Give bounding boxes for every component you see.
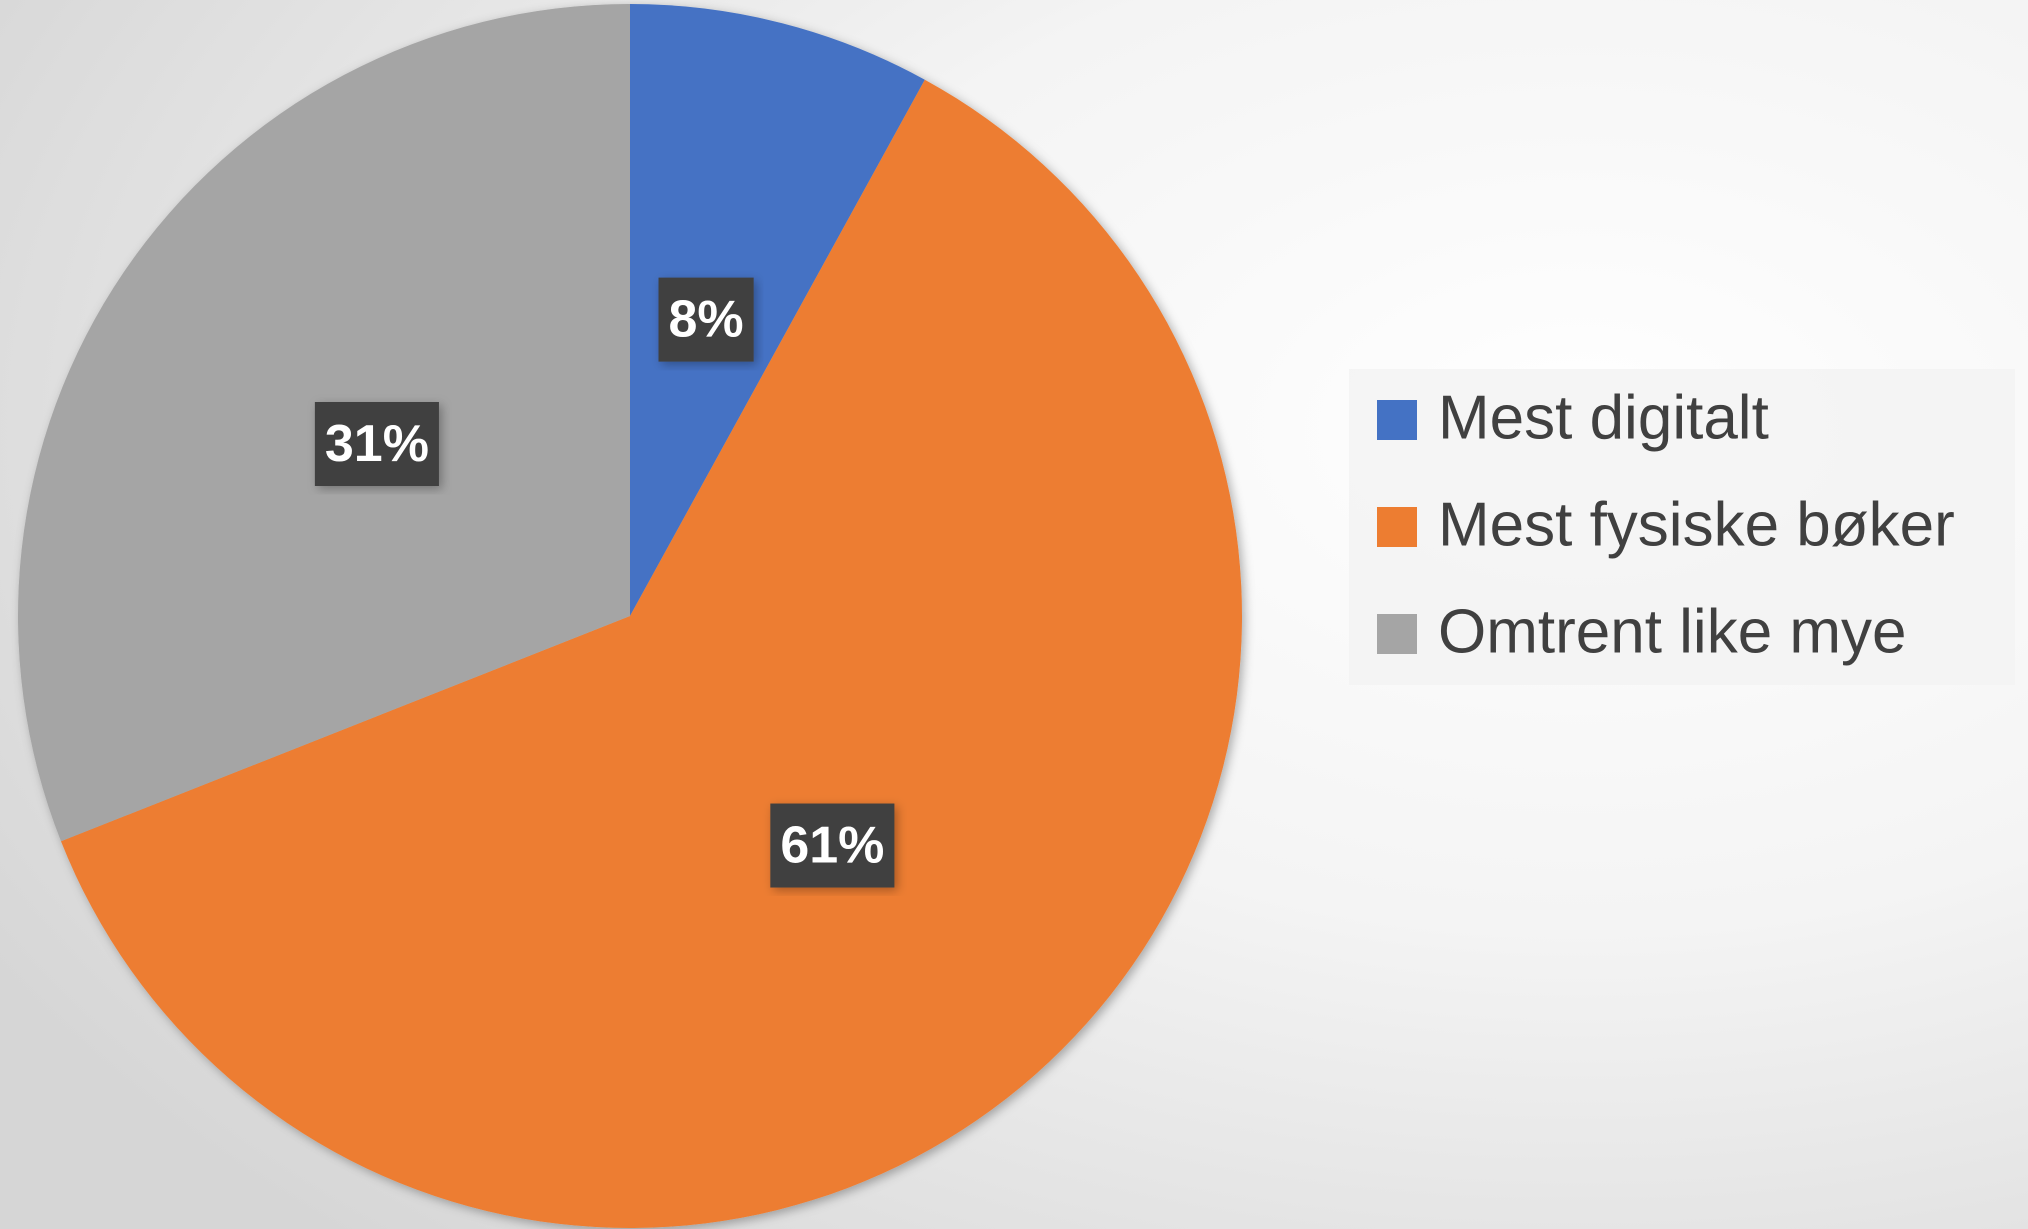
pie bbox=[18, 4, 1242, 1228]
legend-swatch bbox=[1377, 507, 1417, 547]
pie-slice bbox=[60, 79, 1242, 1228]
legend: Mest digitalt Mest fysiske bøker Omtrent l… bbox=[1377, 383, 1955, 666]
legend-label: Mest fysiske bøker bbox=[1438, 490, 1955, 559]
data-label-box bbox=[314, 402, 439, 487]
legend-box bbox=[1349, 369, 2015, 685]
data-label-box bbox=[770, 803, 895, 888]
legend-swatch bbox=[1377, 400, 1417, 440]
legend-label: Omtrent like mye bbox=[1438, 597, 1907, 666]
legend-swatch bbox=[1377, 614, 1417, 654]
data-label: 8% bbox=[669, 291, 744, 349]
data-labels: 8% 61% 31% bbox=[314, 277, 895, 888]
pie-slice bbox=[630, 4, 925, 616]
data-label: 61% bbox=[780, 817, 884, 875]
data-label-box bbox=[658, 277, 754, 362]
legend-label: Mest digitalt bbox=[1438, 383, 1769, 452]
data-label: 31% bbox=[325, 415, 429, 473]
